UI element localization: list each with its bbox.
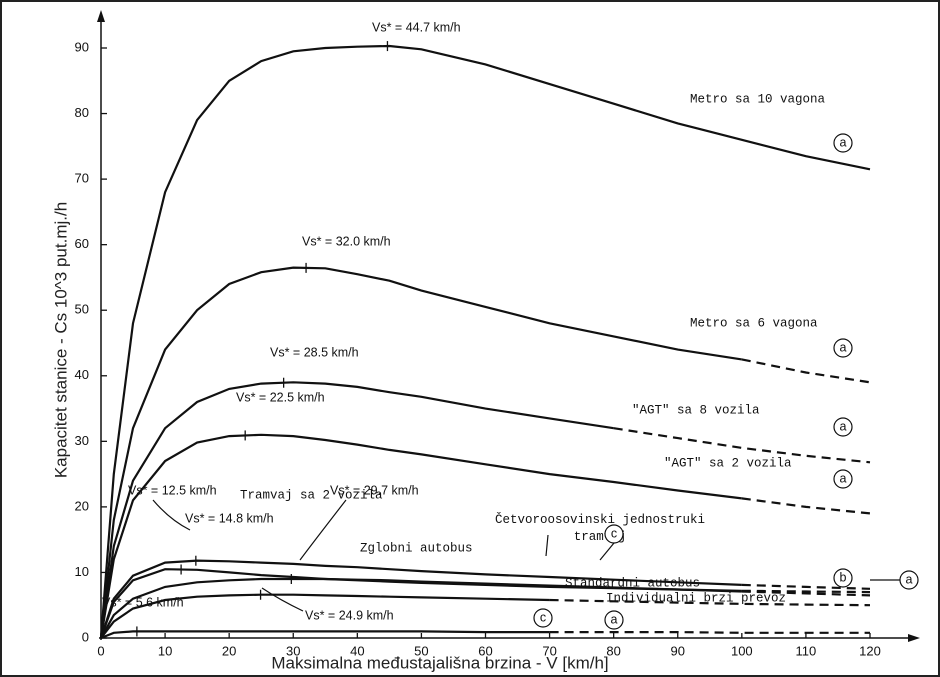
- x-tick-label: 120: [859, 643, 881, 658]
- series-name: Metro sa 6 vagona: [690, 316, 818, 330]
- series-name: Zglobni autobus: [360, 541, 473, 555]
- y-tick-label: 50: [75, 302, 89, 317]
- y-tick-label: 70: [75, 171, 89, 186]
- y-tick-label: 40: [75, 367, 89, 382]
- curve-marker: a: [840, 471, 847, 485]
- series-line: [99, 559, 742, 639]
- x-tick-label: 50: [414, 643, 428, 658]
- x-tick-label: 40: [350, 643, 364, 658]
- peak-label: Vs* = 28.5 km/h: [270, 345, 359, 359]
- series-line: [99, 433, 742, 639]
- x-tick-label: 60: [478, 643, 492, 658]
- series-line-dashed: [549, 598, 871, 607]
- x-tick-label: 90: [671, 643, 685, 658]
- x-tick-label: 20: [222, 643, 236, 658]
- peak-label: Vs* = 22.5 km/h: [236, 390, 325, 404]
- y-axis-arrow: [97, 10, 105, 22]
- curve-marker: c: [611, 526, 617, 540]
- y-tick-label: 80: [75, 105, 89, 120]
- peak-label: Vs* = 14.8 km/h: [185, 511, 274, 525]
- peak-label: Vs* = 44.7 km/h: [372, 20, 461, 34]
- curve-marker: a: [611, 612, 618, 626]
- series-line-dashed: [741, 497, 871, 515]
- pointer-arrow: [152, 499, 191, 531]
- series-line: [100, 593, 550, 639]
- y-tick-label: 60: [75, 236, 89, 251]
- peak-label: Vs* = 12.5 km/h: [128, 483, 217, 497]
- pointer-arrow: [261, 587, 304, 612]
- x-tick-label: 100: [731, 643, 753, 658]
- y-tick-label: 10: [75, 564, 89, 579]
- x-tick-label: 10: [158, 643, 172, 658]
- curve-marker: a: [840, 340, 847, 354]
- series-line: [99, 381, 614, 639]
- curve-marker: a: [906, 572, 913, 586]
- series-line: [99, 266, 742, 639]
- series-name: "AGT" sa 8 vozila: [632, 403, 760, 417]
- curve-marker-circle: [533, 608, 553, 628]
- x-tick-label: 0: [97, 643, 104, 658]
- curve-marker-circle: [833, 417, 853, 437]
- series-name: Standardni autobus: [565, 576, 700, 590]
- series-line-dashed: [741, 583, 871, 590]
- curve-marker-circle: [604, 610, 624, 630]
- curve-marker: b: [840, 570, 847, 584]
- curve-marker-circle: [833, 133, 853, 153]
- series-name-box: Četvoroosovinski jednostruki tramvaj: [494, 513, 706, 544]
- y-tick-label: 20: [75, 498, 89, 513]
- series-line-dashed: [741, 590, 871, 597]
- y-tick-label: 0: [82, 629, 89, 644]
- curve-marker-circle: [833, 469, 853, 489]
- series-name: Metro sa 10 vagona: [690, 92, 826, 106]
- x-tick-label: 70: [542, 643, 556, 658]
- pointer-arrow: [545, 534, 549, 557]
- x-tick-label: 110: [796, 643, 817, 658]
- curve-marker: a: [840, 419, 847, 433]
- curve-marker-circle: [833, 568, 853, 588]
- x-tick-label: 30: [286, 643, 300, 658]
- x-axis-arrow: [908, 634, 920, 642]
- y-tick-label: 90: [75, 39, 89, 54]
- pointer-arrow: [299, 499, 347, 561]
- x-tick-label: 80: [606, 643, 620, 658]
- series-name: "AGT" sa 2 vozila: [664, 456, 792, 470]
- y-axis-label: Kapacitet stanice - Cs 10^3 put.mj./h: [51, 202, 70, 478]
- series-name: Individualni brzi prevoz: [606, 591, 786, 605]
- curve-marker: c: [540, 610, 546, 624]
- series-line-dashed: [549, 631, 870, 634]
- curve-marker: a: [840, 135, 847, 149]
- peak-label: Vs* = 32.0 km/h: [302, 234, 391, 248]
- series-name: Tramvaj sa 2 vozila: [240, 488, 383, 502]
- pointer-arrow: [599, 542, 615, 561]
- y-tick-label: 30: [75, 433, 89, 448]
- series-line: [99, 44, 871, 639]
- peak-label: Vs* = 5.6 km/h: [102, 595, 184, 609]
- series-line: [100, 630, 550, 640]
- series-line-dashed: [741, 358, 871, 384]
- series-line: [100, 577, 742, 639]
- series-line-dashed: [613, 427, 871, 464]
- peak-label: Vs* = 29.7 km/h: [330, 483, 419, 497]
- series-name: Četvoroosovinski jednostruki tramvaj: [494, 513, 706, 544]
- curve-marker-circle: [833, 338, 853, 358]
- peak-label: Vs* = 24.9 km/h: [305, 608, 394, 622]
- x-axis-label: Maksimalna međustajališna brzina - V [km…: [271, 653, 608, 672]
